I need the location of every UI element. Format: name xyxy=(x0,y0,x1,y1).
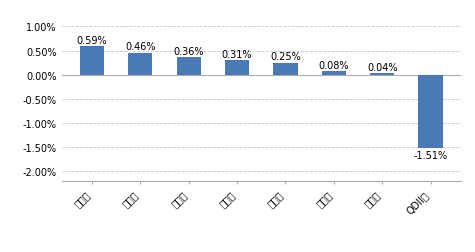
Text: 0.04%: 0.04% xyxy=(367,62,398,72)
Text: 0.59%: 0.59% xyxy=(76,36,107,46)
Bar xyxy=(80,47,104,75)
Bar xyxy=(418,75,443,148)
Text: 0.36%: 0.36% xyxy=(173,47,204,57)
Text: 0.08%: 0.08% xyxy=(319,60,349,70)
Bar xyxy=(370,74,394,75)
Bar xyxy=(128,53,152,75)
Bar xyxy=(177,58,201,75)
Text: 0.31%: 0.31% xyxy=(222,49,252,59)
Bar xyxy=(225,60,249,75)
Bar xyxy=(273,64,297,75)
Bar xyxy=(322,72,346,75)
Text: -1.51%: -1.51% xyxy=(413,150,447,160)
Text: 0.25%: 0.25% xyxy=(270,52,301,62)
Text: 0.46%: 0.46% xyxy=(125,42,156,52)
